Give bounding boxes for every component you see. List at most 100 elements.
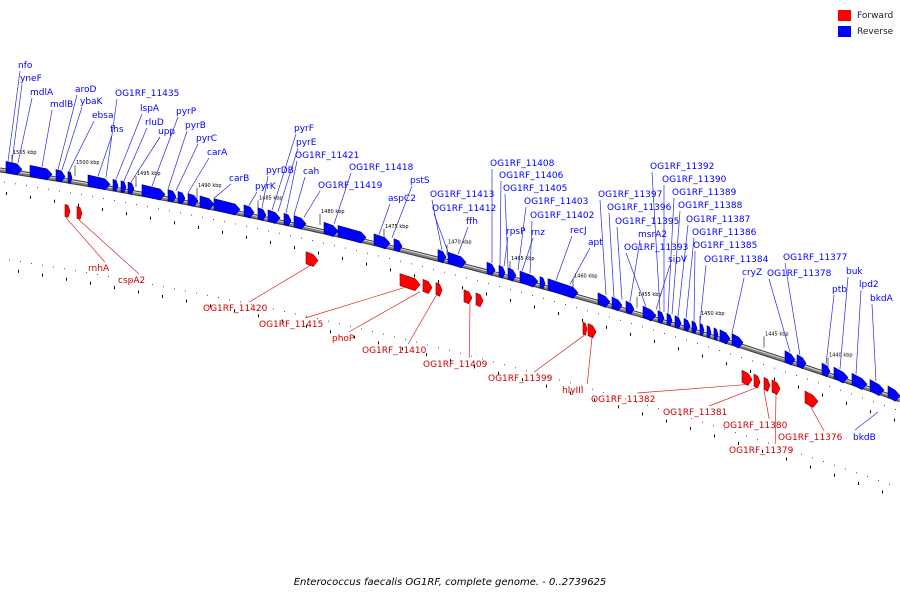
tick-mark — [498, 371, 499, 375]
tick-dot — [207, 294, 208, 296]
reverse-gene-arrow — [674, 315, 682, 330]
tick-mark — [354, 335, 355, 339]
gene-label-aspc2: aspC2 — [388, 194, 416, 204]
reverse-leader-lines — [7, 70, 879, 431]
tick-dot — [306, 315, 307, 317]
tick-mark — [426, 353, 427, 357]
tick-mark — [834, 473, 835, 477]
tick-dot — [103, 198, 104, 200]
tick-mark — [522, 378, 523, 382]
tick-dot — [768, 442, 769, 444]
tick-mark — [558, 312, 559, 316]
tick-dot — [191, 214, 192, 216]
reverse-gene-arrow — [243, 204, 255, 219]
gene-label-og1rf-11385: OG1RF_11385 — [693, 241, 757, 251]
tick-dot — [862, 397, 863, 399]
scale-label: 1480 kbp — [321, 209, 345, 215]
tick-mark — [6, 191, 7, 195]
scale-label: 1460 kbp — [574, 273, 598, 279]
tick-dot — [559, 379, 560, 381]
tick-dot — [218, 297, 219, 298]
tick-dot — [779, 446, 780, 448]
tick-dot — [394, 336, 395, 338]
tick-mark — [30, 195, 31, 199]
gene-label-og1rf-11386: OG1RF_11386 — [692, 228, 757, 238]
tick-dot — [488, 283, 489, 285]
tick-mark — [774, 377, 775, 381]
forward-gene-arrow — [64, 204, 71, 218]
reverse-gene-arrow — [507, 267, 517, 282]
reverse-gene-arrow — [373, 233, 391, 250]
reverse-gene-arrow — [213, 198, 241, 216]
tick-dot — [268, 230, 269, 232]
tick-dot — [510, 288, 511, 290]
tick-dot — [185, 290, 186, 292]
reverse-gene-arrow — [657, 310, 665, 324]
leader-phop — [348, 291, 421, 333]
forward-gene-arrow — [305, 251, 319, 267]
tick-dot — [196, 292, 197, 294]
reverse-gene-arrow — [199, 195, 215, 211]
tick-mark — [330, 330, 331, 334]
tick-dot — [295, 313, 296, 315]
tick-dot — [471, 355, 472, 357]
tick-dot — [400, 260, 401, 262]
leader-og1rf-11405 — [504, 193, 509, 268]
forward-gene-arrow — [435, 282, 443, 297]
tick-dot — [460, 352, 461, 354]
tick-dot — [851, 393, 852, 395]
tick-dot — [345, 247, 346, 249]
tick-mark — [858, 482, 859, 485]
tick-dot — [4, 181, 5, 183]
gene-label-arod: aroD — [75, 85, 97, 95]
leader-sipv — [655, 264, 671, 310]
gene-label-og1rf-11405: OG1RF_11405 — [503, 184, 567, 194]
tick-mark — [246, 235, 247, 239]
gene-label-hlyiii: hlyIII — [562, 386, 584, 396]
scale-label: 1495 kbp — [137, 171, 161, 177]
reverse-gene-arrow — [706, 325, 712, 339]
reverse-gene-arrow — [519, 270, 539, 288]
tick-dot — [823, 461, 824, 462]
tick-mark — [474, 365, 475, 369]
tick-mark — [726, 362, 727, 366]
gene-label-pyrf: pyrF — [294, 124, 314, 134]
scale-label: 1475 kbp — [385, 224, 409, 230]
tick-dot — [895, 409, 896, 410]
reverse-gene-arrow — [177, 191, 186, 205]
gene-label-og1rf-11387: OG1RF_11387 — [686, 215, 750, 225]
leader-ffh — [457, 226, 469, 255]
gene-label-bkda: bkdA — [870, 294, 894, 304]
tick-dot — [317, 318, 318, 320]
tick-dot — [31, 262, 32, 264]
gene-label-apt: apt — [588, 238, 603, 248]
tick-mark — [318, 251, 319, 255]
tick-dot — [361, 328, 362, 330]
tick-dot — [763, 364, 764, 366]
scale-label: 1455 kbp — [638, 292, 662, 298]
tick-dot — [708, 346, 709, 348]
gene-label-msra2: msrA2 — [638, 230, 667, 240]
gene-label-pyrdb: pyrDB — [266, 166, 294, 176]
tick-dot — [202, 216, 203, 218]
leader-cara — [187, 157, 210, 194]
leader-rnha — [65, 217, 106, 263]
leader-pyrp — [151, 116, 179, 187]
tick-dot — [801, 453, 802, 455]
leader-og1rf-11392 — [651, 171, 661, 311]
leader-carb — [213, 183, 232, 199]
tick-mark — [690, 426, 691, 430]
leader-apt — [569, 247, 591, 285]
tick-dot — [587, 310, 588, 312]
reverse-gene-arrow — [447, 251, 467, 269]
gene-label-og1rf-11380: OG1RF_11380 — [723, 421, 788, 431]
leader-og1rf-11389 — [667, 197, 675, 314]
gene-label-og1rf-11396: OG1RF_11396 — [607, 203, 672, 213]
reverse-gene-arrow — [337, 225, 367, 244]
leader-og1rf-11379 — [774, 394, 777, 445]
tick-dot — [614, 395, 615, 397]
forward-gene-arrow — [763, 376, 771, 392]
forward-gene-arrow — [804, 390, 819, 408]
tick-dot — [730, 353, 731, 355]
